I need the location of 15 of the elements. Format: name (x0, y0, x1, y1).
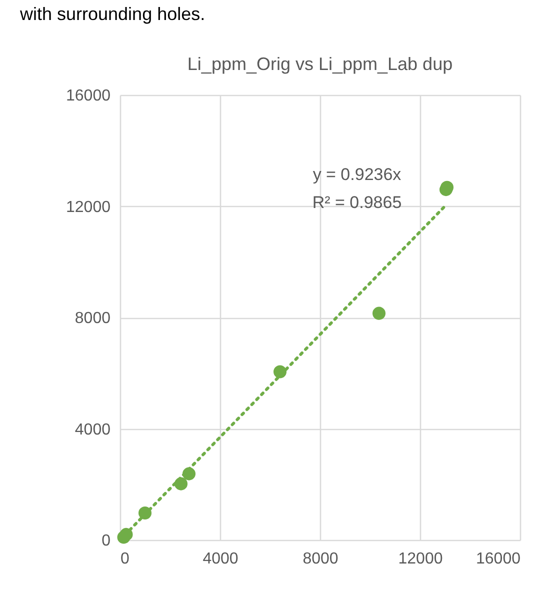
chart-title: Li_ppm_Orig vs Li_ppm_Lab dup (187, 54, 453, 74)
x-tick-label: 0 (120, 550, 130, 568)
x-tick-label: 12000 (398, 550, 443, 568)
text: with surrounding holes. (19, 4, 206, 24)
annotation: R² = 0.9865 (312, 193, 402, 212)
y-tick-label: 0 (102, 532, 111, 550)
x-tick-label: 4000 (202, 550, 238, 568)
y-tick-label: 4000 (74, 421, 111, 438)
y-tick-label: 8000 (74, 310, 111, 327)
annotation: y = 0.9236x (312, 165, 402, 184)
x-tick-label: 8000 (302, 550, 338, 568)
point (372, 306, 386, 320)
x-tick-label: 16000 (476, 550, 521, 568)
y-tick-label: 12000 (66, 198, 111, 216)
y-tick-label: 16000 (66, 88, 111, 104)
